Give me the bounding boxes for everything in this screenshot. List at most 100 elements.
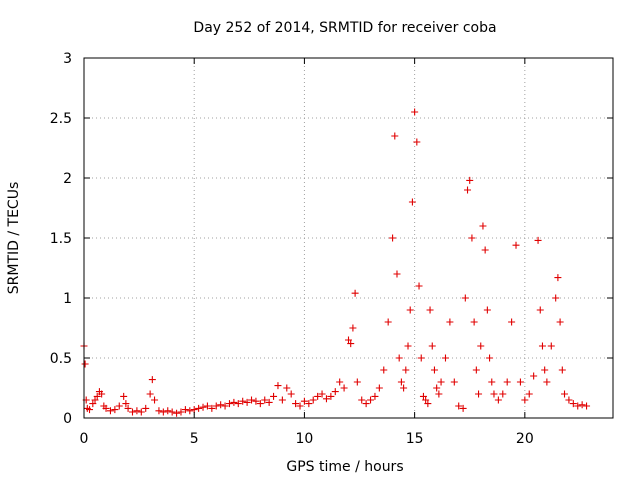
data-point xyxy=(397,378,405,386)
data-point xyxy=(561,390,569,398)
data-point xyxy=(569,400,577,408)
data-point xyxy=(322,395,330,403)
data-point xyxy=(217,401,225,409)
data-point xyxy=(252,397,260,405)
data-point xyxy=(565,396,573,404)
data-point xyxy=(305,400,313,408)
data-point xyxy=(541,366,549,374)
data-point xyxy=(417,354,425,362)
data-point xyxy=(547,342,555,350)
axis-ticks: 0 5 10 15 20 0 0.5 1 1.5 2 2.5 3 xyxy=(50,51,613,447)
x-axis-label: GPS time / hours xyxy=(286,459,403,475)
data-point xyxy=(486,354,494,362)
y-tick-label: 1.5 xyxy=(50,231,72,247)
data-point xyxy=(81,360,89,368)
data-point xyxy=(558,366,566,374)
data-point xyxy=(248,396,256,404)
data-point xyxy=(345,336,352,344)
data-point xyxy=(461,294,469,302)
data-point xyxy=(146,390,154,398)
data-point xyxy=(173,409,181,417)
data-point xyxy=(331,388,339,396)
data-point xyxy=(278,396,286,404)
data-point xyxy=(455,402,463,410)
data-point xyxy=(362,400,370,408)
data-point xyxy=(137,408,145,416)
data-point xyxy=(274,382,282,390)
data-point xyxy=(424,400,432,408)
data-point xyxy=(124,404,132,412)
data-point xyxy=(230,398,238,406)
data-point xyxy=(393,270,401,278)
data-point xyxy=(318,390,326,398)
data-point xyxy=(292,400,300,408)
data-point xyxy=(296,402,304,410)
data-point xyxy=(404,342,412,350)
data-point xyxy=(256,400,264,408)
data-point xyxy=(468,234,476,242)
data-point xyxy=(430,366,438,374)
data-point xyxy=(426,306,434,314)
data-point xyxy=(512,241,520,249)
data-point xyxy=(543,378,551,386)
data-point xyxy=(148,376,156,384)
data-point xyxy=(494,396,502,404)
data-point xyxy=(472,366,480,374)
data-point xyxy=(181,406,189,414)
data-point xyxy=(283,384,291,392)
data-point xyxy=(195,404,203,412)
data-point xyxy=(422,396,430,404)
data-point xyxy=(481,246,489,254)
data-point xyxy=(265,398,273,406)
data-point xyxy=(483,306,491,314)
data-point xyxy=(287,390,295,398)
data-points xyxy=(80,108,591,417)
data-point xyxy=(441,354,449,362)
data-point xyxy=(120,392,128,400)
data-point xyxy=(508,318,516,326)
data-point xyxy=(411,108,419,116)
data-point xyxy=(177,408,185,416)
data-point xyxy=(159,408,167,416)
data-point xyxy=(470,318,478,326)
data-point xyxy=(419,392,427,400)
data-point xyxy=(415,282,423,290)
y-tick-label: 1 xyxy=(63,291,72,307)
data-point xyxy=(358,396,366,404)
data-point xyxy=(583,402,591,410)
data-point xyxy=(433,384,441,392)
data-point xyxy=(234,400,242,408)
data-point xyxy=(349,324,357,332)
data-point xyxy=(503,378,511,386)
data-point xyxy=(91,396,99,404)
data-point xyxy=(477,342,485,350)
data-point xyxy=(554,274,562,282)
y-tick-label: 0 xyxy=(63,411,72,427)
data-point xyxy=(300,397,308,405)
data-point xyxy=(86,406,94,414)
data-point xyxy=(391,132,399,140)
data-point xyxy=(534,236,542,244)
data-point xyxy=(516,378,524,386)
data-point xyxy=(270,392,278,400)
data-point xyxy=(490,390,498,398)
data-point xyxy=(371,392,379,400)
y-tick-label: 2.5 xyxy=(50,111,72,127)
data-point xyxy=(536,306,544,314)
data-point xyxy=(225,400,233,408)
data-point xyxy=(102,404,110,412)
data-point xyxy=(538,342,546,350)
data-point xyxy=(475,390,483,398)
data-point xyxy=(261,396,269,404)
data-point xyxy=(336,378,344,386)
data-point xyxy=(375,384,383,392)
data-point xyxy=(353,378,361,386)
data-point xyxy=(133,407,141,415)
data-point xyxy=(400,384,408,392)
data-point xyxy=(151,396,159,404)
data-point xyxy=(128,408,136,416)
data-point xyxy=(446,318,454,326)
y-tick-label: 3 xyxy=(63,51,72,67)
data-point xyxy=(574,402,582,410)
